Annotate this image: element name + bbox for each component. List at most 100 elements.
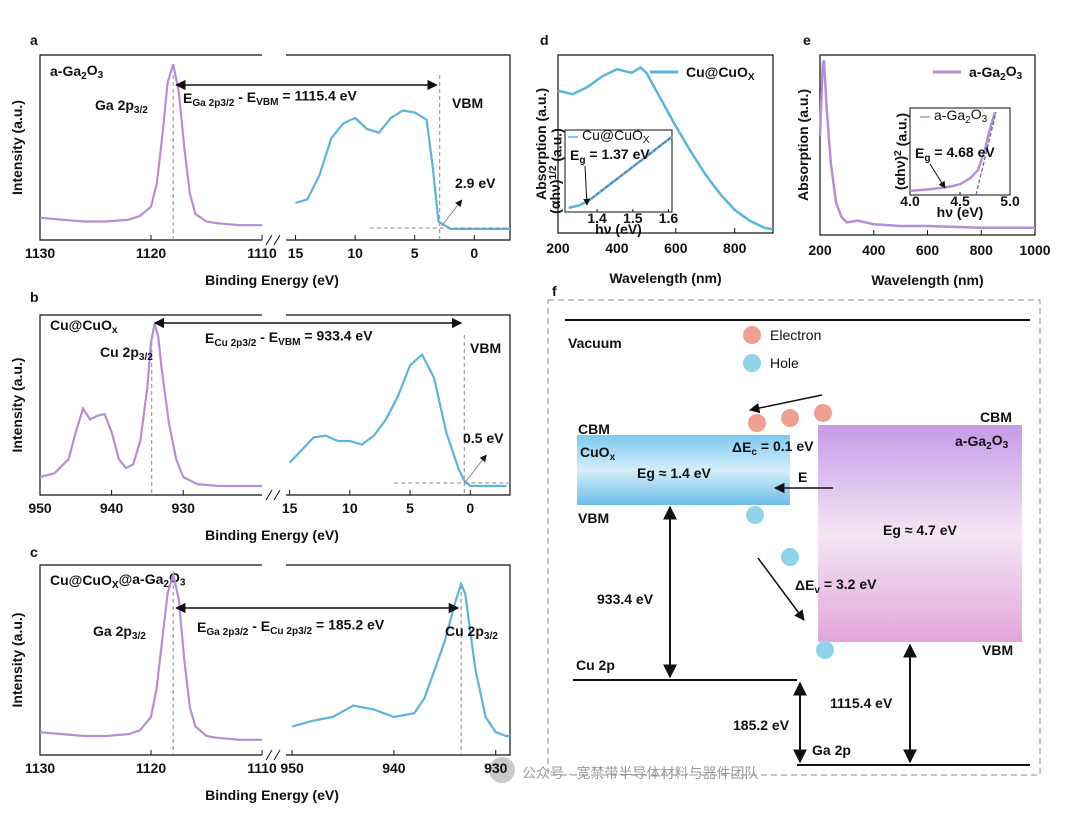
text-part: v xyxy=(814,585,820,596)
inset-y-label: (αhν)2 (a.u.) xyxy=(892,113,910,190)
text-part: 3 xyxy=(982,114,988,125)
spectrum-line xyxy=(39,323,262,488)
panel-label: f xyxy=(552,283,557,299)
cbm-label: CBM xyxy=(578,421,610,437)
x-axis-label: Wavelength (nm) xyxy=(871,272,983,288)
annotation: ECu 2p3/2 - EVBM = 933.4 eV xyxy=(205,328,373,349)
text-part: 3 xyxy=(180,578,186,589)
x-tick-label: 5 xyxy=(411,245,419,261)
text-part: X xyxy=(112,580,119,591)
text-part: X xyxy=(748,72,755,83)
axis-frame xyxy=(39,564,262,756)
x-tick-label: 940 xyxy=(382,760,406,776)
text-part: 3/2 xyxy=(132,631,146,642)
text-part: E xyxy=(197,619,206,635)
axis-frame xyxy=(286,314,511,496)
annotation: VBM xyxy=(452,95,483,111)
text-part: 3 xyxy=(98,70,104,81)
vacuum-label: Vacuum xyxy=(568,335,622,351)
y-axis-label: Intensity (a.u.) xyxy=(9,613,25,708)
bandgap-pointer xyxy=(929,163,946,189)
text-part: - E xyxy=(234,89,256,105)
inset-legend-label: a-Ga2O3 xyxy=(934,106,988,126)
legend-label: Hole xyxy=(770,355,799,371)
text-part: Ga 2p xyxy=(95,97,134,113)
inset-x-label: hν (eV) xyxy=(937,204,984,220)
legend-label: Electron xyxy=(770,327,821,343)
x-axis-label: Binding Energy (eV) xyxy=(205,527,339,543)
axis-frame xyxy=(286,564,511,756)
text-part: 2 xyxy=(965,115,971,126)
text-part: E xyxy=(915,145,924,161)
text-part: c xyxy=(751,447,757,458)
text-part: 2 xyxy=(986,441,992,452)
spectrum-line xyxy=(39,570,262,741)
legend-label: a-Ga2O3 xyxy=(969,63,1023,83)
energy-label: 933.4 eV xyxy=(597,591,654,607)
hole-arrow xyxy=(757,557,805,621)
sample-label: a-Ga2O3 xyxy=(50,62,104,82)
break-mark xyxy=(273,234,281,246)
energy-label: 1115.4 eV xyxy=(830,695,893,711)
text-part: VBM xyxy=(278,337,300,348)
sample-label: Cu@CuOX@a-Ga2O3 xyxy=(50,570,186,591)
text-part: Ga 2p xyxy=(93,623,132,639)
x-tick-label: 5.0 xyxy=(1000,193,1020,209)
text-part: (αhν) xyxy=(892,156,908,190)
sample-label: Cu@CuOx xyxy=(50,317,118,336)
text-part: = 4.68 eV xyxy=(931,144,996,160)
y-axis-label: Intensity (a.u.) xyxy=(9,358,25,453)
spectrum-line xyxy=(291,580,510,738)
panel-label: b xyxy=(30,289,39,305)
annotation: Ga 2p3/2 xyxy=(95,97,148,116)
x-tick-label: 0 xyxy=(470,245,478,261)
x-tick-label: 800 xyxy=(723,240,747,256)
text-part: O xyxy=(992,432,1003,448)
panel-label: c xyxy=(30,544,38,560)
panel-label: e xyxy=(803,32,811,48)
spectrum-line xyxy=(288,352,507,488)
text-part: = 185.2 eV xyxy=(312,617,385,633)
text-part: (αhν) xyxy=(547,180,563,214)
hole xyxy=(746,506,764,524)
x-tick-label: 15 xyxy=(282,500,298,516)
annotation: VBM xyxy=(470,340,501,356)
text-part: O xyxy=(971,106,982,122)
x-tick-label: 1130 xyxy=(25,760,56,776)
text-part: = 1.37 eV xyxy=(586,146,651,162)
level-label: Cu 2p xyxy=(576,657,615,673)
x-tick-label: 600 xyxy=(916,242,940,258)
x-tick-label: 930 xyxy=(172,500,196,516)
spectrum-line xyxy=(39,63,262,227)
x-axis-label: Binding Energy (eV) xyxy=(205,272,339,288)
electron xyxy=(814,404,832,422)
watermark-icon xyxy=(489,757,515,783)
text-part: ΔE xyxy=(795,577,814,593)
annotation: Cu 2p3/2 xyxy=(100,344,153,363)
text-part: Cu@CuO xyxy=(582,127,643,143)
panel-label: a xyxy=(30,32,38,48)
x-tick-label: 15 xyxy=(288,245,304,261)
inset-frame xyxy=(564,129,673,213)
text-part: E xyxy=(183,90,192,106)
cuox-band xyxy=(577,435,790,505)
annotation: 0.5 eV xyxy=(463,430,504,446)
text-part: Ga 2p3/2 xyxy=(206,627,248,638)
ga2o3-band xyxy=(818,425,1022,642)
text-part: Cu@CuO xyxy=(50,572,112,588)
annotation: Cu 2p3/2 xyxy=(445,623,498,642)
x-tick-label: 1120 xyxy=(136,760,167,776)
break-mark xyxy=(273,489,281,501)
text-part: O xyxy=(87,62,98,78)
electron-arrow xyxy=(748,394,823,414)
axis-frame xyxy=(39,314,262,496)
text-part: = 3.2 eV xyxy=(820,576,877,592)
text-part: - E xyxy=(256,329,278,345)
annotation: Ga 2p3/2 xyxy=(93,623,146,642)
text-part: 1/2 xyxy=(548,165,559,179)
inset-line xyxy=(909,111,997,193)
vbm-label: VBM xyxy=(982,642,1013,658)
x-tick-label: 1.6 xyxy=(659,210,679,226)
text-part: g xyxy=(579,155,585,166)
x-tick-label: 930 xyxy=(484,760,508,776)
